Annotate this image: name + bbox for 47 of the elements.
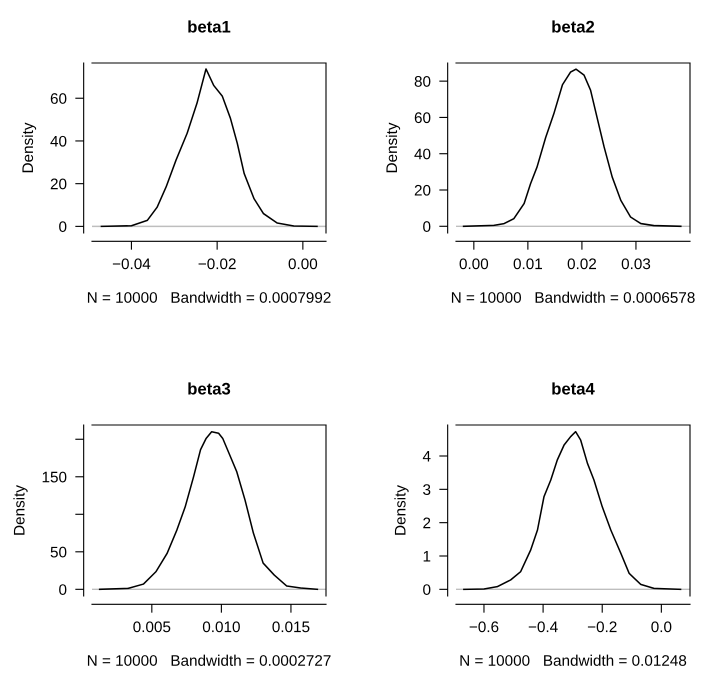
x-axis-title: N = 10000 Bandwidth = 0.0006578: [452, 292, 695, 303]
chart-title: beta4: [552, 382, 595, 395]
y-tick-label: 4: [422, 451, 431, 462]
y-axis-title: Density: [394, 485, 409, 535]
x-tick-label: 0.00: [460, 258, 488, 270]
y-tick-label: 0: [59, 584, 66, 596]
y-tick-label: 80: [414, 76, 430, 87]
x-tick-label: 0.015: [272, 621, 310, 632]
y-axis-title: Density: [386, 122, 400, 172]
y-tick-label: 2: [423, 518, 430, 528]
line-series: [463, 430, 682, 590]
y-tick-label: 60: [50, 93, 66, 104]
y-tick-label: 0: [59, 221, 66, 232]
x-tick-label: 0.0: [651, 621, 672, 632]
y-tick-label: 60: [414, 112, 430, 124]
x-tick-label: 0.005: [133, 621, 170, 632]
x-tick-label: −0.6: [470, 621, 498, 632]
chart-title: beta3: [188, 382, 230, 395]
x-axis-title: N = 10000 Bandwidth = 0.0002727: [88, 654, 331, 666]
chart-title: beta2: [552, 20, 594, 33]
line-series: [98, 430, 318, 590]
y-tick-label: 40: [50, 136, 66, 147]
line-series: [462, 68, 682, 228]
y-tick-label: 0: [423, 584, 430, 596]
y-axis-title: Density: [13, 485, 28, 535]
x-tick-label: 0.03: [622, 258, 650, 270]
x-tick-label: 0.01: [514, 258, 542, 270]
y-axis-title: Density: [22, 122, 36, 172]
x-tick-label: −0.2: [588, 621, 617, 632]
y-tick-label: 20: [50, 178, 66, 190]
x-tick-label: 0.010: [202, 621, 240, 632]
chart-title: beta1: [188, 20, 230, 33]
y-tick-label: 50: [50, 546, 66, 558]
x-axis-title: N = 10000 Bandwidth = 0.0007992: [88, 292, 331, 303]
line-series: [100, 68, 318, 228]
y-tick-label: 0: [423, 221, 430, 232]
y-tick-label: 20: [414, 184, 430, 196]
y-tick-label: 150: [42, 472, 66, 482]
x-tick-label: −0.02: [198, 258, 236, 270]
x-tick-label: −0.4: [528, 621, 558, 632]
x-tick-label: −0.04: [112, 258, 150, 270]
y-tick-label: 1: [424, 551, 430, 562]
y-tick-label: 40: [414, 148, 430, 160]
x-axis-title: N = 10000 Bandwidth = 0.01248: [460, 654, 686, 666]
y-tick-label: 3: [423, 484, 430, 496]
x-tick-label: 0.00: [288, 258, 318, 270]
x-tick-label: 0.02: [568, 258, 596, 270]
